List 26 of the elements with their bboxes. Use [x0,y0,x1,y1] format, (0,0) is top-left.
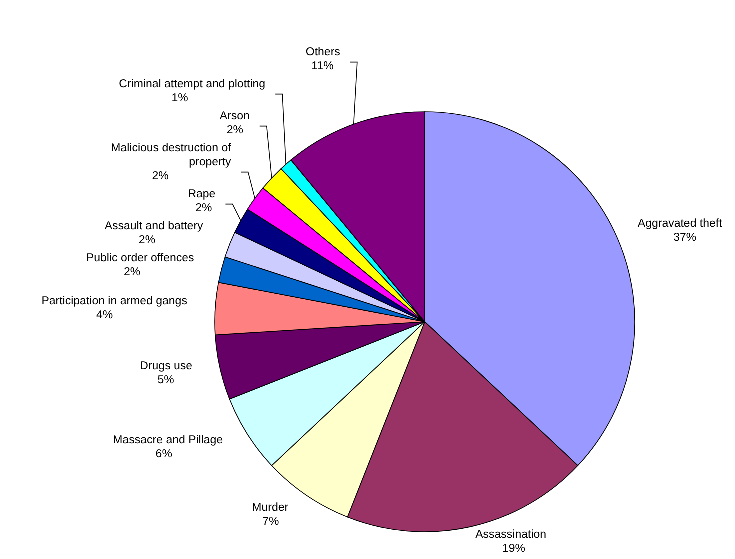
data-label: 4% [96,309,114,322]
slice-label: Assassination [476,529,547,541]
data-label: 7% [262,516,280,528]
data-label: 1% [172,92,188,104]
data-label: 2% [124,266,141,278]
slice-label: Drugs use [140,360,193,373]
data-label: 5% [158,374,174,387]
data-label: 11% [312,60,334,72]
slice-label: Arson [220,110,250,122]
data-label: 19% [502,543,526,555]
slice-label: Malicious destruction of property [111,142,232,168]
slice-label: Criminal attempt and plotting [119,78,266,90]
slice-label: Rape [188,188,216,200]
data-label: 2% [152,170,169,182]
data-label: 2% [138,234,156,246]
data-label: 6% [156,448,172,460]
data-label: 37% [674,232,697,244]
slice-label: Aggravated theft [638,218,724,230]
slice-label: Others [306,46,341,58]
slice-label: Participation in armed gangs [42,295,188,308]
data-label: 2% [196,202,212,214]
slice-label: Murder [252,502,289,514]
data-label: 2% [226,124,244,136]
slice-label: Assault and battery [104,220,204,232]
slice-label: Public order offences [86,252,195,264]
slice-label: Massacre and Pillage [113,434,224,446]
